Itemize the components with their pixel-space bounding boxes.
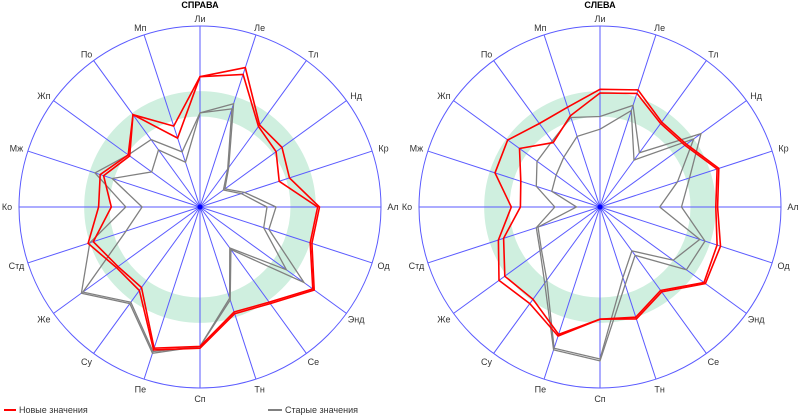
series-old-values bbox=[535, 104, 706, 362]
axis-line bbox=[427, 150, 601, 208]
axis-label: Сп bbox=[594, 394, 605, 404]
axis-label: Сп bbox=[194, 394, 205, 404]
axis-label: Стд bbox=[409, 261, 425, 271]
axis-label: Мп bbox=[534, 23, 546, 33]
axis-label: Ли bbox=[195, 14, 206, 24]
axis-label: Жп bbox=[37, 91, 50, 101]
radar-chart-left: СЛЕВА Ли Ле Тл Нд Кр Ал Од Энд Се Тн Сп Пе Су Же Стд Ко… bbox=[402, 0, 799, 404]
axis-line bbox=[53, 100, 201, 208]
series-new-values bbox=[87, 66, 321, 351]
legend-new-label: Новые значения bbox=[19, 405, 88, 415]
axis-line bbox=[199, 150, 373, 208]
axis-label: Су bbox=[481, 357, 492, 367]
axis-label: Мж bbox=[410, 143, 424, 153]
axis-label: Пе bbox=[135, 385, 146, 395]
axis-label: Тл bbox=[308, 50, 318, 60]
axis-label: Се bbox=[708, 357, 720, 367]
axis-label: Ле bbox=[254, 23, 265, 33]
axis-line bbox=[93, 60, 201, 208]
axis-label: Од bbox=[378, 261, 391, 271]
axis-label: По bbox=[481, 50, 492, 60]
series-old-values bbox=[537, 109, 701, 360]
axis-label: Тн bbox=[654, 385, 664, 395]
axis-label: Тл bbox=[708, 50, 718, 60]
axis-line bbox=[199, 206, 257, 380]
axis-label: Энд bbox=[348, 314, 365, 324]
axis-line bbox=[599, 206, 773, 264]
axis-line bbox=[93, 206, 201, 354]
axis-label: Нд bbox=[350, 91, 362, 101]
axis-line bbox=[427, 206, 601, 264]
axis-line bbox=[199, 60, 307, 208]
axis-label: Пе bbox=[535, 385, 546, 395]
chart-title: СЛЕВА bbox=[584, 0, 616, 10]
axis-line bbox=[543, 34, 601, 208]
axis-label: По bbox=[81, 50, 92, 60]
axis-label: Ле bbox=[654, 23, 665, 33]
axis-label: Мп bbox=[134, 23, 146, 33]
axis-label: Стд bbox=[9, 261, 25, 271]
axis-label: Ли bbox=[595, 14, 606, 24]
axis-line bbox=[199, 206, 373, 264]
axis-line bbox=[199, 206, 347, 314]
axis-label: Ко bbox=[402, 202, 412, 212]
axis-line bbox=[599, 150, 773, 208]
axis-label: Ал bbox=[387, 202, 398, 212]
axis-label: Кр bbox=[778, 143, 788, 153]
axis-label: Се bbox=[308, 357, 320, 367]
axis-label: Ко bbox=[2, 202, 12, 212]
axis-label: Мж bbox=[10, 143, 24, 153]
axis-line bbox=[53, 206, 201, 314]
legend-old-label: Старые значения bbox=[285, 405, 358, 415]
radar-chart-right: СПРАВА Ли Ле Тл Нд Кр Ал Од Энд Се Тн Сп Пе Су Же Стд К… bbox=[2, 0, 399, 404]
axis-line bbox=[599, 34, 657, 208]
axis-label: Нд bbox=[750, 91, 762, 101]
axis-line bbox=[599, 60, 707, 208]
axis-label: Кр bbox=[378, 143, 388, 153]
axis-line bbox=[493, 60, 601, 208]
axis-label: Су bbox=[81, 357, 92, 367]
axis-line bbox=[453, 100, 601, 208]
axis-label: Од bbox=[778, 261, 791, 271]
axis-label: Тн bbox=[254, 385, 264, 395]
axis-label: Же bbox=[437, 314, 450, 324]
axis-label: Же bbox=[37, 314, 50, 324]
axis-label: Энд bbox=[748, 314, 765, 324]
axis-line bbox=[599, 206, 657, 380]
axis-line bbox=[453, 206, 601, 314]
axis-line bbox=[199, 206, 307, 354]
axis-line bbox=[599, 206, 707, 354]
series-new-values bbox=[92, 73, 319, 350]
axis-line bbox=[199, 34, 257, 208]
center-point bbox=[197, 204, 203, 210]
chart-title: СПРАВА bbox=[181, 0, 219, 10]
axis-line bbox=[599, 100, 747, 208]
axis-line bbox=[27, 150, 201, 208]
series-new-values bbox=[502, 92, 718, 336]
axis-label: Ал bbox=[787, 202, 798, 212]
axis-line bbox=[143, 34, 201, 208]
axis-line bbox=[27, 206, 201, 264]
center-point bbox=[597, 204, 603, 210]
legend: Новые значения Старые значения bbox=[4, 405, 358, 415]
axis-label: Жп bbox=[437, 91, 450, 101]
